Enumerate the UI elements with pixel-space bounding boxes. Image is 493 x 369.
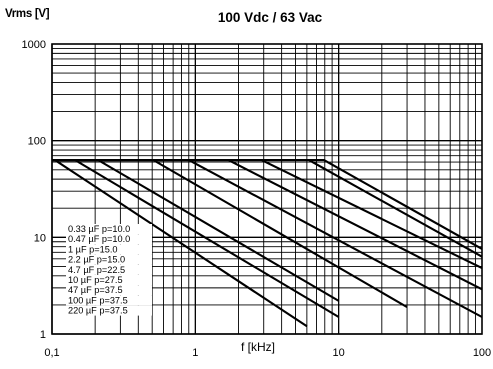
legend-entry-background [66,275,152,285]
legend-entry-background [66,305,152,316]
legend-entry: 4.7 µF p=22.5 [68,265,125,275]
chart-title: 100 Vdc / 63 Vac [217,10,323,25]
x-tick-label: 100 [473,347,491,359]
legend-entry-background [66,285,152,296]
legend-entry-background [66,224,152,234]
series-line [52,159,340,318]
legend-entry-background [66,244,152,255]
y-tick-label: 1 [40,329,46,341]
y-tick-label: 100 [28,136,46,148]
legend-entry-background [66,264,152,275]
legend-entry: 1 µF p=15.0 [68,244,117,254]
y-tick-label: 1000 [22,39,46,51]
y-axis-label: Vrms [V] [5,8,50,20]
legend-entry-background [66,254,152,265]
x-tick-label: 1 [192,347,198,359]
legend-entry: 2.2 µF p=15.0 [68,255,125,265]
legend-entry: 10 µF p=27.5 [68,275,123,285]
legend-entry-background [66,295,152,306]
legend-entry: 47 µF p=37.5 [68,285,123,295]
plot-frame [51,43,483,335]
x-axis-label: f [kHz] [241,340,276,354]
x-tick-label: 0,1 [44,347,59,359]
y-tick-label: 10 [34,232,46,244]
series-line [52,159,308,328]
legend-entry: 0.33 µF p=10.0 [68,224,130,234]
legend-entry: 100 µF p=37.5 [68,295,128,305]
legend-entry: 220 µF p=37.5 [68,306,128,316]
legend-entry-background [66,234,152,245]
legend-entry: 0.47 µF p=10.0 [68,234,130,244]
x-tick-label: 10 [333,347,345,359]
